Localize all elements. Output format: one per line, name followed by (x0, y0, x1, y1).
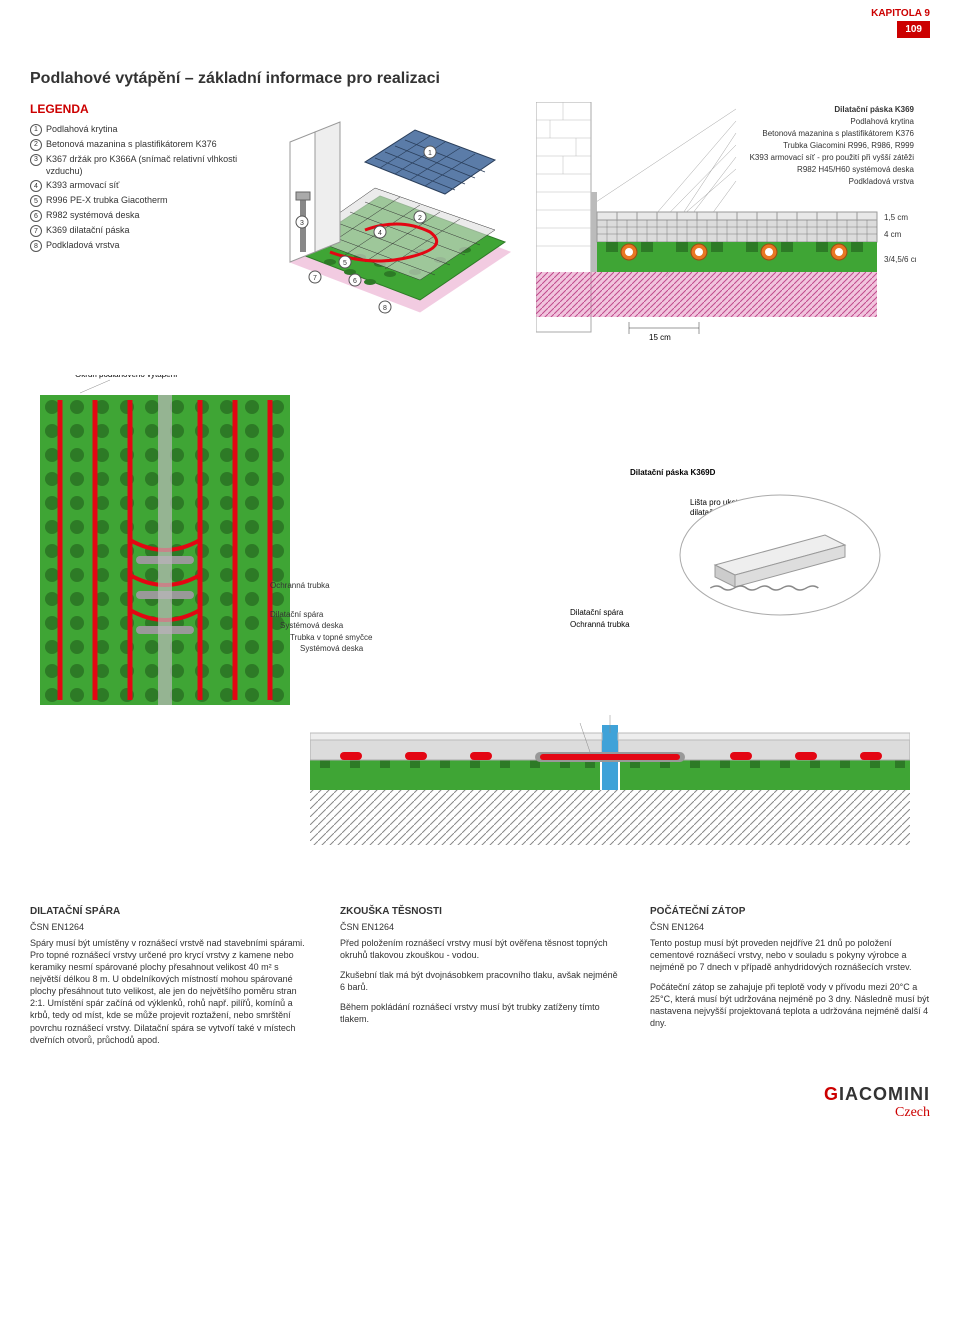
legend-item: 2 Betonová mazanina s plastifikátorem K37… (30, 139, 260, 151)
text-column: DILATAČNÍ SPÁRA ČSN EN1264 Spáry musí být … (30, 905, 310, 1054)
logo-sub: Czech (30, 1105, 930, 1121)
legend-item: 6 R982 systémová deska (30, 210, 260, 222)
column-heading: ZKOUŠKA TĚSNOSTI (340, 905, 620, 919)
legend-item: 5 R996 PE-X trubka Giacotherm (30, 195, 260, 207)
svg-text:3: 3 (300, 220, 304, 227)
dim-3: 3/4,5/6 cm (884, 255, 916, 264)
cross-label: Dilatační páska K369 (834, 105, 914, 114)
legend-item: 3 K367 držák pro K366A (snímač relativní … (30, 154, 260, 177)
legend-number: 1 (30, 124, 42, 136)
column-subheading: ČSN EN1264 (650, 921, 930, 933)
svg-text:1: 1 (428, 150, 432, 157)
label-dil-spara: Dilatační spára (270, 609, 372, 620)
column-heading: DILATAČNÍ SPÁRA (30, 905, 310, 919)
chapter-label: KAPITOLA 9 (871, 8, 930, 19)
svg-text:2: 2 (418, 215, 422, 222)
legend-text: Podkladová vrstva (46, 240, 120, 252)
cross-label: Betonová mazanina s plastifikátorem K376 (762, 129, 914, 138)
label-ochranna: Ochranná trubka (270, 580, 372, 591)
cross-label: Podkladová vrstva (849, 177, 915, 186)
label-dil-spara2: Dilatační spára (570, 608, 624, 617)
legend-number: 6 (30, 210, 42, 222)
svg-text:6: 6 (353, 278, 357, 285)
legend-number: 7 (30, 225, 42, 237)
legend-number: 2 (30, 139, 42, 151)
dim-2: 4 cm (884, 230, 902, 239)
expansion-joint-section (310, 705, 910, 855)
column-subheading: ČSN EN1264 (30, 921, 310, 933)
legend-text: R996 PE-X trubka Giacotherm (46, 195, 168, 207)
legend-text: K393 armovací síť (46, 180, 119, 192)
svg-text:4: 4 (378, 230, 382, 237)
legend-item: 1 Podlahová krytina (30, 124, 260, 136)
column-paragraph: Před položením roznášecí vrstvy musí být… (340, 937, 620, 961)
page-title: Podlahové vytápění – základní informace … (30, 70, 930, 88)
legend-text: K369 dilatační páska (46, 225, 130, 237)
dim-spacing: 15 cm (649, 333, 671, 342)
plan-label-group: Ochranná trubka Dilatační spára Systémov… (270, 580, 372, 654)
cross-label: K393 armovací síť - pro použití při vyšš… (750, 153, 915, 162)
text-column: POČÁTEČNÍ ZÁTOP ČSN EN1264 Tento postup mu… (650, 905, 930, 1054)
legend-number: 4 (30, 180, 42, 192)
legend: LEGENDA 1 Podlahová krytina 2 Betonová maza… (30, 102, 260, 355)
label-okruh: Okruh podlahového vytápění (75, 375, 178, 379)
page-number: 109 (897, 21, 930, 38)
logo: GIACOMINI (824, 1084, 930, 1104)
legend-text: Podlahová krytina (46, 124, 118, 136)
column-paragraph: Tento postup musí být proveden nejdříve … (650, 937, 930, 973)
diagrams-upper: 1 2 3 4 5 6 7 8 Dilatační pásk (270, 102, 930, 355)
footer: GIACOMINI Czech (30, 1084, 930, 1121)
legend-number: 3 (30, 154, 42, 166)
cross-label: Trubka Giacomini R996, R986, R999 (783, 141, 914, 150)
legend-heading: LEGENDA (30, 102, 260, 116)
legend-text: R982 systémová deska (46, 210, 140, 222)
cross-section-block: Dilatační páska K369 Podlahová krytina Bet… (536, 102, 916, 355)
text-column: ZKOUŠKA TĚSNOSTI ČSN EN1264 Před položením… (340, 905, 620, 1054)
column-paragraph: Zkušební tlak má být dvojnásobkem pracov… (340, 969, 620, 993)
dim-1: 1,5 cm (884, 213, 908, 222)
label-dil-paska: Dilatační páska K369D (630, 468, 716, 477)
middle-diagrams: Okruh podlahového vytápění Ochranná trub… (30, 375, 930, 875)
svg-text:7: 7 (313, 275, 317, 282)
column-paragraph: Během pokládání roznášecí vrstvy musí bý… (340, 1001, 620, 1025)
column-paragraph: Počáteční zátop se zahajuje při teplotě … (650, 981, 930, 1030)
legend-item: 4 K393 armovací síť (30, 180, 260, 192)
plan-view-diagram: Okruh podlahového vytápění (30, 375, 300, 735)
label-sys-deska1: Systémová deska (280, 620, 372, 631)
isometric-diagram: 1 2 3 4 5 6 7 8 (270, 102, 530, 322)
cross-label: Podlahová krytina (850, 117, 914, 126)
column-heading: POČÁTEČNÍ ZÁTOP (650, 905, 930, 919)
svg-text:5: 5 (343, 260, 347, 267)
svg-text:8: 8 (383, 305, 387, 312)
legend-text: Betonová mazanina s plastifikátorem K376 (46, 139, 217, 151)
text-columns: DILATAČNÍ SPÁRA ČSN EN1264 Spáry musí být … (30, 905, 930, 1054)
label-trubka-smycka: Trubka v topné smyčce (290, 632, 372, 643)
cross-label: R982 H45/H60 systémová deska (797, 165, 915, 174)
legend-item: 7 K369 dilatační páska (30, 225, 260, 237)
page-header: KAPITOLA 9 109 (871, 8, 930, 38)
legend-number: 5 (30, 195, 42, 207)
column-paragraph: Spáry musí být umístěny v roznášecí vrst… (30, 937, 310, 1046)
label-sys-deska2: Systémová deska (300, 643, 372, 654)
legend-text: K367 držák pro K366A (snímač relativní v… (46, 154, 260, 177)
column-subheading: ČSN EN1264 (340, 921, 620, 933)
legend-number: 8 (30, 240, 42, 252)
label-ochranna2: Ochranná trubka (570, 620, 630, 629)
detail-diagram: Dilatační páska K369D Lišta pro ukotvení… (570, 465, 890, 645)
legend-item: 8 Podkladová vrstva (30, 240, 260, 252)
cross-section-diagram: Dilatační páska K369 Podlahová krytina Bet… (536, 102, 916, 352)
